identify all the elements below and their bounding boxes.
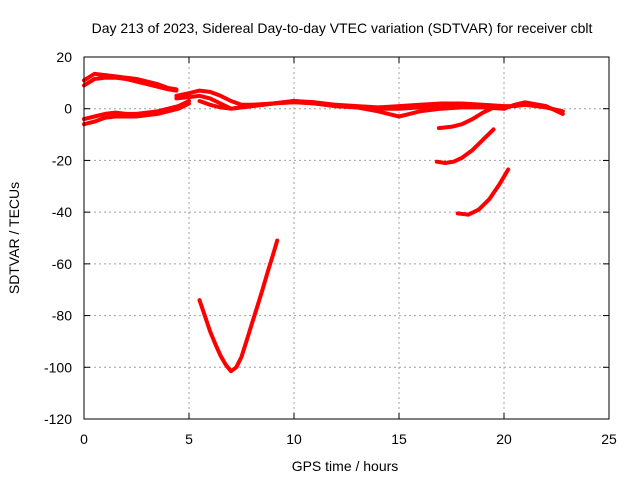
y-tick-label: -100 xyxy=(44,359,72,375)
x-tick-label: 0 xyxy=(80,431,88,447)
x-axis-label: GPS time / hours xyxy=(292,458,399,474)
sdtvar-series-line xyxy=(455,167,511,217)
sdtvar-series-line xyxy=(434,127,496,165)
y-tick-label: -80 xyxy=(52,308,72,324)
y-tick-label: 20 xyxy=(56,49,72,65)
x-tick-label: 10 xyxy=(286,431,302,447)
y-tick-label: -120 xyxy=(44,411,72,427)
sdtvar-series-line xyxy=(82,99,191,122)
sdtvar-series-line xyxy=(82,75,179,93)
y-tick-label: -60 xyxy=(52,256,72,272)
sdtvar-series-line xyxy=(197,99,506,119)
x-tick-label: 20 xyxy=(496,431,512,447)
sdtvar-series-line xyxy=(197,238,280,374)
chart-title: Day 213 of 2023, Sidereal Day-to-day VTE… xyxy=(92,20,593,36)
sdtvar-series-line xyxy=(82,101,191,127)
sdtvar-series-line xyxy=(436,106,494,131)
y-tick-label: -20 xyxy=(52,152,72,168)
y-axis-label: SDTVAR / TECUs xyxy=(6,182,22,294)
axis-ticks: -120 -100 -80 -60 -40 -20 0 20 0 5 10 15 20 25 xyxy=(44,49,617,447)
y-tick-label: 0 xyxy=(64,101,72,117)
x-tick-label: 5 xyxy=(185,431,193,447)
x-tick-label: 25 xyxy=(601,431,617,447)
plot-series xyxy=(82,71,565,374)
plot-frame xyxy=(83,56,610,420)
y-tick-label: -40 xyxy=(52,204,72,220)
x-tick-label: 15 xyxy=(391,431,407,447)
